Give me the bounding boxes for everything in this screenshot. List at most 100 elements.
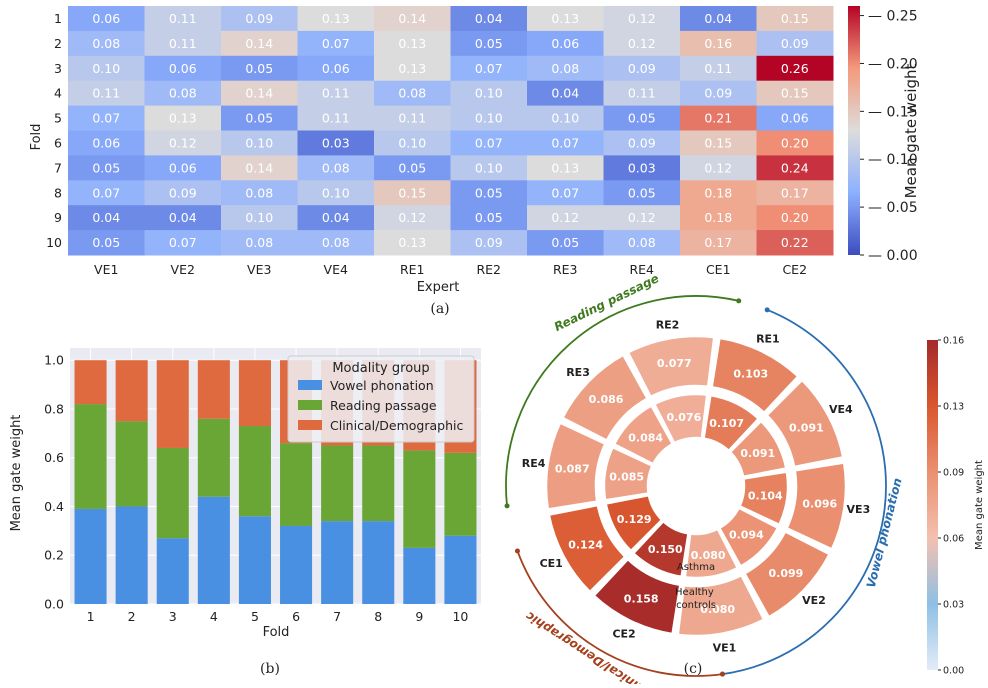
bar-segment bbox=[403, 547, 436, 604]
heatmap-cell bbox=[221, 6, 298, 32]
heatmap-cell bbox=[527, 6, 604, 32]
bar-segment bbox=[74, 508, 107, 604]
heatmap-cell bbox=[374, 105, 451, 131]
heatmap-cell bbox=[221, 30, 298, 57]
heatmap-cell bbox=[221, 205, 298, 231]
bar-xtick-label: 1 bbox=[87, 609, 95, 624]
heatmap-cell-value: 0.22 bbox=[781, 235, 809, 250]
heatmap-cell bbox=[680, 105, 757, 131]
bar-segment bbox=[197, 496, 230, 604]
heatmap-cell bbox=[450, 155, 528, 181]
bar-segment bbox=[115, 506, 148, 604]
bar-ytick-label: 0.6 bbox=[44, 450, 64, 465]
radial-group-arc-end bbox=[764, 307, 770, 313]
bar-xtick-label: 6 bbox=[292, 609, 300, 624]
bar-legend-swatch bbox=[298, 380, 322, 390]
heatmap-cell bbox=[144, 80, 222, 107]
panel-label-b: (b) bbox=[260, 661, 280, 677]
radial-group-arc-end bbox=[514, 548, 520, 554]
heatmap-cell bbox=[374, 30, 451, 57]
heatmap-cell bbox=[297, 230, 375, 256]
heatmap-cell-value: 0.08 bbox=[398, 86, 426, 101]
heatmap-cell-value: 0.20 bbox=[781, 135, 809, 150]
heatmap-cell-value: 0.11 bbox=[398, 111, 426, 126]
heatmap-cell-value: 0.05 bbox=[628, 185, 656, 200]
heatmap-cell bbox=[527, 155, 604, 181]
heatmap-cell-value: 0.14 bbox=[245, 160, 273, 175]
heatmap-col-label: VE3 bbox=[247, 262, 271, 277]
heatmap-colorbar-tick-label: — 0.05 bbox=[868, 200, 918, 216]
radial-colorbar-tick-label: 0.03 bbox=[943, 600, 964, 611]
heatmap-cell bbox=[374, 6, 451, 32]
heatmap-cell bbox=[603, 30, 681, 57]
heatmap-cell bbox=[374, 230, 451, 256]
heatmap-cell bbox=[603, 230, 681, 256]
heatmap-cell-value: 0.07 bbox=[169, 235, 197, 250]
heatmap-colorbar-tick-label: — 0.00 bbox=[868, 248, 918, 264]
heatmap-cell bbox=[527, 30, 604, 57]
heatmap-cell bbox=[221, 155, 298, 181]
bar-segment bbox=[362, 521, 395, 604]
heatmap-cell-value: 0.04 bbox=[704, 11, 732, 26]
heatmap-cell-value: 0.15 bbox=[398, 185, 426, 200]
heatmap-cell bbox=[603, 55, 681, 82]
heatmap-colorbar-tick-label: — 0.20 bbox=[868, 56, 918, 72]
heatmap-cell bbox=[680, 30, 757, 57]
radial-inner-sector bbox=[702, 393, 761, 453]
heatmap-cell-value: 0.13 bbox=[398, 36, 426, 51]
heatmap-colorbar-tick-label: — 0.15 bbox=[868, 104, 918, 120]
radial-group-arc-end bbox=[736, 298, 742, 304]
heatmap-cell bbox=[144, 230, 222, 256]
heatmap-row-label: 3 bbox=[54, 61, 62, 76]
heatmap-cell-value: 0.12 bbox=[704, 160, 732, 175]
heatmap-row-label: 2 bbox=[54, 36, 62, 51]
heatmap-cell-value: 0.07 bbox=[92, 185, 120, 200]
heatmap-col-label: RE3 bbox=[553, 262, 578, 277]
heatmap-xlabel: Expert bbox=[417, 280, 460, 295]
radial-inner-value: 0.084 bbox=[628, 431, 663, 444]
heatmap-cell bbox=[527, 205, 604, 231]
heatmap-cell-value: 0.17 bbox=[704, 235, 732, 250]
heatmap-cell-value: 0.12 bbox=[169, 135, 197, 150]
radial-colorbar bbox=[927, 340, 938, 670]
heatmap-cell bbox=[603, 180, 681, 206]
heatmap-cell-value: 0.07 bbox=[551, 185, 579, 200]
heatmap-cell-value: 0.14 bbox=[245, 36, 273, 51]
heatmap-cell-value: 0.08 bbox=[322, 235, 350, 250]
heatmap-cell bbox=[680, 6, 757, 32]
heatmap-cell bbox=[297, 155, 375, 181]
heatmap-cell-value: 0.13 bbox=[551, 11, 579, 26]
heatmap-cell-value: 0.13 bbox=[398, 235, 426, 250]
radial-colorbar-tick-label: 0.16 bbox=[943, 336, 964, 347]
bar-ylabel: Mean gate weight bbox=[9, 415, 24, 532]
bar-segment bbox=[280, 525, 313, 604]
heatmap-row-label: 9 bbox=[54, 210, 62, 225]
heatmap-cell bbox=[221, 80, 298, 107]
heatmap-col-label: VE4 bbox=[324, 262, 348, 277]
bar-xtick-label: 5 bbox=[251, 609, 259, 624]
heatmap-cell-value: 0.10 bbox=[92, 61, 120, 76]
heatmap-cell-value: 0.09 bbox=[245, 11, 273, 26]
radial-group-arc-end bbox=[719, 671, 725, 677]
bar-xtick-label: 4 bbox=[210, 609, 218, 624]
heatmap-cell bbox=[603, 105, 681, 131]
heatmap-cell-value: 0.15 bbox=[781, 86, 809, 101]
heatmap-cell bbox=[450, 130, 528, 156]
heatmap-cell bbox=[374, 155, 451, 181]
heatmap-cell bbox=[680, 80, 757, 107]
heatmap-cell bbox=[68, 180, 145, 206]
heatmap-cell bbox=[603, 6, 681, 32]
bar-xtick-label: 7 bbox=[333, 609, 341, 624]
radial-inner-ring-label: Asthma bbox=[677, 562, 715, 573]
heatmap-ylabel: Fold bbox=[29, 124, 44, 151]
heatmap-cell-value: 0.07 bbox=[475, 135, 503, 150]
heatmap-cell-value: 0.09 bbox=[169, 185, 197, 200]
radial-outer-sector bbox=[560, 353, 650, 443]
radial-inner-sector bbox=[728, 419, 788, 479]
heatmap-cell bbox=[603, 155, 681, 181]
heatmap-cell bbox=[68, 30, 145, 57]
radial-colorbar-label: Mean gate weight bbox=[974, 460, 985, 550]
heatmap-cell-value: 0.07 bbox=[551, 135, 579, 150]
heatmap-cell-value: 0.17 bbox=[781, 185, 809, 200]
